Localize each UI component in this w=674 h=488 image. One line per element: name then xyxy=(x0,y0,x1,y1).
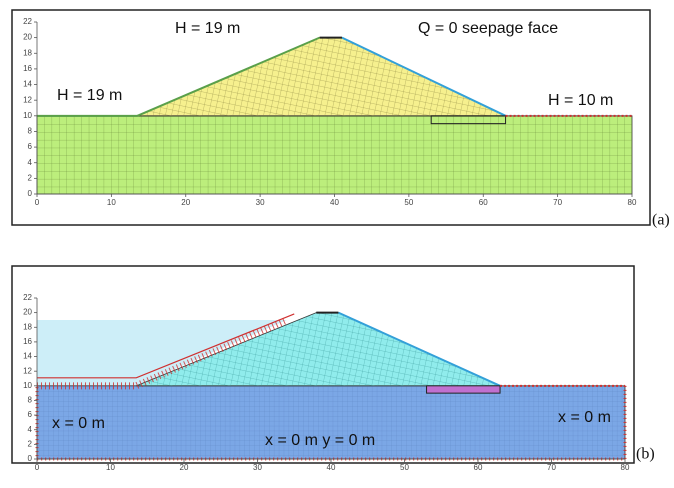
annotation: H = 10 m xyxy=(548,92,613,109)
y-tick-label: 14 xyxy=(23,352,32,361)
annotation: x = 0 m xyxy=(558,409,611,426)
y-tick-label: 18 xyxy=(23,48,32,57)
y-tick-label: 12 xyxy=(23,366,32,375)
x-tick-label: 10 xyxy=(106,463,115,472)
y-tick-label: 4 xyxy=(28,425,33,434)
y-tick-label: 6 xyxy=(28,142,33,151)
x-tick-label: 20 xyxy=(180,463,189,472)
y-tick-label: 12 xyxy=(23,95,32,104)
y-tick-label: 20 xyxy=(23,308,32,317)
y-tick-label: 2 xyxy=(28,439,33,448)
y-tick-label: 16 xyxy=(23,64,32,73)
x-tick-label: 40 xyxy=(330,198,339,207)
x-tick-label: 80 xyxy=(628,198,637,207)
y-tick-label: 10 xyxy=(23,111,32,120)
annotation: x = 0 m xyxy=(52,415,105,432)
y-tick-label: 16 xyxy=(23,337,32,346)
x-tick-label: 20 xyxy=(181,198,190,207)
panel-label: (a) xyxy=(652,212,670,229)
x-tick-label: 70 xyxy=(553,198,562,207)
y-tick-label: 6 xyxy=(28,410,33,419)
x-tick-label: 0 xyxy=(35,198,40,207)
x-tick-label: 30 xyxy=(253,463,262,472)
x-tick-label: 40 xyxy=(327,463,336,472)
annotation: H = 19 m xyxy=(175,20,240,37)
foundation-mesh xyxy=(37,116,632,194)
x-tick-label: 60 xyxy=(479,198,488,207)
figure: 010203040506070800246810121416182022H = … xyxy=(0,0,674,488)
y-tick-label: 0 xyxy=(28,454,33,463)
y-tick-label: 14 xyxy=(23,80,32,89)
y-tick-label: 0 xyxy=(28,189,33,198)
x-tick-label: 60 xyxy=(474,463,483,472)
y-tick-label: 8 xyxy=(28,127,33,136)
y-tick-label: 22 xyxy=(23,17,32,26)
panel-b: 0 10 20 30 40 50 60 70 80 0 2 4 6 8 10 12 14 16 18 20 22 x = … xyxy=(12,266,655,472)
y-tick-label: 10 xyxy=(23,381,32,390)
panel-a: 0 10 20 30 40 50 60 70 80 0 2 4 6 8 10 12 14 16 18 20 22 H = … xyxy=(12,10,670,229)
drain xyxy=(427,386,501,393)
y-tick-label: 8 xyxy=(28,396,33,405)
annotation: H = 19 m xyxy=(57,87,122,104)
x-tick-label: 30 xyxy=(256,198,265,207)
x-tick-label: 0 xyxy=(35,463,40,472)
y-tick-label: 2 xyxy=(28,173,33,182)
y-tick-label: 4 xyxy=(28,158,33,167)
annotation: x = 0 m y = 0 m xyxy=(265,432,375,449)
x-tick-label: 50 xyxy=(400,463,409,472)
x-tick-label: 50 xyxy=(404,198,413,207)
y-tick-label: 22 xyxy=(23,293,32,302)
y-tick-label: 18 xyxy=(23,322,32,331)
x-tick-label: 10 xyxy=(107,198,116,207)
x-tick-label: 70 xyxy=(547,463,556,472)
panel-label: (b) xyxy=(636,446,655,463)
y-tick-label: 20 xyxy=(23,33,32,42)
annotation: Q = 0 seepage face xyxy=(418,20,558,37)
x-tick-label: 80 xyxy=(621,463,630,472)
